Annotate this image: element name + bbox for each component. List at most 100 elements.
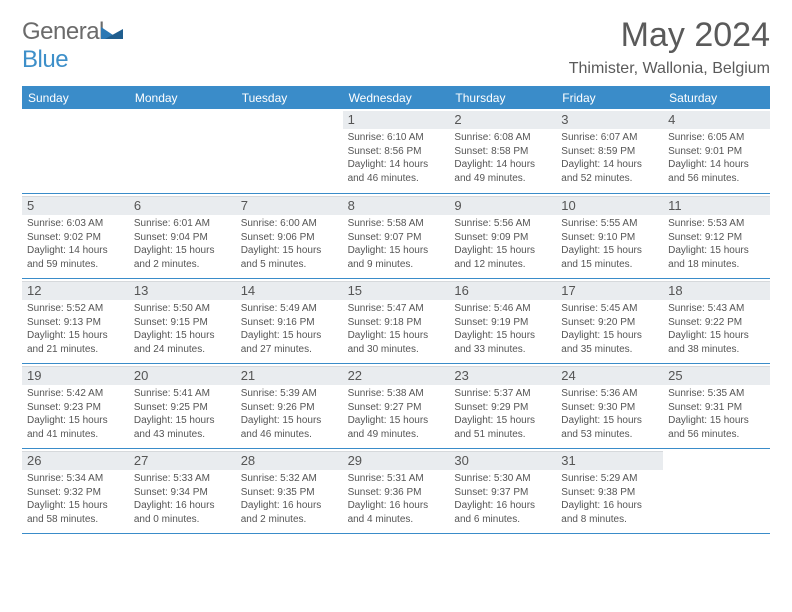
sunset-text: Sunset: 9:31 PM (668, 401, 765, 415)
day-number (22, 111, 129, 114)
calendar-day: 10Sunrise: 5:55 AMSunset: 9:10 PMDayligh… (556, 194, 663, 278)
daylight-text: Daylight: 15 hours and 9 minutes. (348, 244, 445, 271)
day-details: Sunrise: 6:01 AMSunset: 9:04 PMDaylight:… (134, 217, 231, 271)
sunrise-text: Sunrise: 5:33 AM (134, 472, 231, 486)
sunrise-text: Sunrise: 5:53 AM (668, 217, 765, 231)
daylight-text: Daylight: 15 hours and 58 minutes. (27, 499, 124, 526)
sunrise-text: Sunrise: 5:32 AM (241, 472, 338, 486)
sunset-text: Sunset: 9:25 PM (134, 401, 231, 415)
day-number: 30 (449, 451, 556, 470)
sunrise-text: Sunrise: 5:31 AM (348, 472, 445, 486)
day-details: Sunrise: 6:05 AMSunset: 9:01 PMDaylight:… (668, 131, 765, 185)
weekday-header: Saturday (663, 88, 770, 109)
calendar: Sunday Monday Tuesday Wednesday Thursday… (22, 86, 770, 534)
day-number: 28 (236, 451, 343, 470)
daylight-text: Daylight: 15 hours and 56 minutes. (668, 414, 765, 441)
calendar-week: 19 Sunrise: 5:42 AMSunset: 9:23 PMDayligh… (22, 364, 770, 449)
daylight-text: Daylight: 14 hours and 49 minutes. (454, 158, 551, 185)
sunset-text: Sunset: 9:09 PM (454, 231, 551, 245)
day-details: Sunrise: 5:58 AMSunset: 9:07 PMDaylight:… (348, 217, 445, 271)
sunset-text: Sunset: 8:59 PM (561, 145, 658, 159)
day-number: 3 (556, 111, 663, 129)
daylight-text: Daylight: 16 hours and 4 minutes. (348, 499, 445, 526)
sunrise-text: Sunrise: 5:47 AM (348, 302, 445, 316)
day-details: Sunrise: 5:32 AMSunset: 9:35 PMDaylight:… (241, 472, 338, 526)
day-number: 31 (556, 451, 663, 470)
calendar-day: 24 Sunrise: 5:36 AMSunset: 9:30 PMDayligh… (556, 364, 663, 448)
day-number: 6 (129, 196, 236, 215)
day-number: 19 (22, 366, 129, 385)
calendar-day: 18Sunrise: 5:43 AMSunset: 9:22 PMDayligh… (663, 279, 770, 363)
day-number: 2 (449, 111, 556, 129)
daylight-text: Daylight: 14 hours and 56 minutes. (668, 158, 765, 185)
daylight-text: Daylight: 15 hours and 27 minutes. (241, 329, 338, 356)
sunset-text: Sunset: 9:18 PM (348, 316, 445, 330)
day-details: Sunrise: 5:30 AMSunset: 9:37 PMDaylight:… (454, 472, 551, 526)
day-details: Sunrise: 5:33 AMSunset: 9:34 PMDaylight:… (134, 472, 231, 526)
day-number: 23 (449, 366, 556, 385)
calendar-day: 1 Sunrise: 6:10 AMSunset: 8:56 PMDaylight… (343, 109, 450, 193)
calendar-day: 14Sunrise: 5:49 AMSunset: 9:16 PMDayligh… (236, 279, 343, 363)
sunrise-text: Sunrise: 5:39 AM (241, 387, 338, 401)
day-number: 24 (556, 366, 663, 385)
day-details: Sunrise: 5:35 AMSunset: 9:31 PMDaylight:… (668, 387, 765, 441)
sunrise-text: Sunrise: 5:41 AM (134, 387, 231, 401)
calendar-day: 16Sunrise: 5:46 AMSunset: 9:19 PMDayligh… (449, 279, 556, 363)
sunset-text: Sunset: 9:34 PM (134, 486, 231, 500)
calendar-day: 23Sunrise: 5:37 AMSunset: 9:29 PMDayligh… (449, 364, 556, 448)
sunset-text: Sunset: 9:19 PM (454, 316, 551, 330)
calendar-day: 9Sunrise: 5:56 AMSunset: 9:09 PMDaylight… (449, 194, 556, 278)
day-number: 1 (343, 111, 450, 129)
sunset-text: Sunset: 9:30 PM (561, 401, 658, 415)
day-details: Sunrise: 5:42 AMSunset: 9:23 PMDaylight:… (27, 387, 124, 441)
sunset-text: Sunset: 9:37 PM (454, 486, 551, 500)
day-details: Sunrise: 6:10 AMSunset: 8:56 PMDaylight:… (348, 131, 445, 185)
day-number: 22 (343, 366, 450, 385)
logo-part1: General (22, 18, 104, 45)
calendar-day: 27Sunrise: 5:33 AMSunset: 9:34 PMDayligh… (129, 449, 236, 533)
daylight-text: Daylight: 15 hours and 12 minutes. (454, 244, 551, 271)
sunset-text: Sunset: 9:15 PM (134, 316, 231, 330)
calendar-day: 5Sunrise: 6:03 AMSunset: 9:02 PMDaylight… (22, 194, 129, 278)
calendar-day: 2Sunrise: 6:08 AMSunset: 8:58 PMDaylight… (449, 109, 556, 193)
day-details: Sunrise: 5:36 AMSunset: 9:30 PMDaylight:… (561, 387, 658, 441)
day-details: Sunrise: 5:41 AMSunset: 9:25 PMDaylight:… (134, 387, 231, 441)
day-number: 14 (236, 281, 343, 300)
day-number: 15 (343, 281, 450, 300)
day-details: Sunrise: 5:34 AMSunset: 9:32 PMDaylight:… (27, 472, 124, 526)
daylight-text: Daylight: 16 hours and 2 minutes. (241, 499, 338, 526)
weekday-header: Tuesday (236, 88, 343, 109)
calendar-day (663, 449, 770, 533)
logo: GeneralBlue (22, 18, 123, 74)
sunrise-text: Sunrise: 5:43 AM (668, 302, 765, 316)
day-details: Sunrise: 5:50 AMSunset: 9:15 PMDaylight:… (134, 302, 231, 356)
calendar-day: 11Sunrise: 5:53 AMSunset: 9:12 PMDayligh… (663, 194, 770, 278)
calendar-day: 26 Sunrise: 5:34 AMSunset: 9:32 PMDayligh… (22, 449, 129, 533)
weekday-header: Friday (556, 88, 663, 109)
daylight-text: Daylight: 15 hours and 30 minutes. (348, 329, 445, 356)
calendar-day: 12Sunrise: 5:52 AMSunset: 9:13 PMDayligh… (22, 279, 129, 363)
sunrise-text: Sunrise: 6:08 AM (454, 131, 551, 145)
sunset-text: Sunset: 9:07 PM (348, 231, 445, 245)
sunrise-text: Sunrise: 5:45 AM (561, 302, 658, 316)
day-number: 13 (129, 281, 236, 300)
calendar-day: 25Sunrise: 5:35 AMSunset: 9:31 PMDayligh… (663, 364, 770, 448)
daylight-text: Daylight: 15 hours and 43 minutes. (134, 414, 231, 441)
sunrise-text: Sunrise: 5:38 AM (348, 387, 445, 401)
day-details: Sunrise: 5:45 AMSunset: 9:20 PMDaylight:… (561, 302, 658, 356)
sunrise-text: Sunrise: 6:00 AM (241, 217, 338, 231)
weekday-header: Monday (129, 88, 236, 109)
daylight-text: Daylight: 15 hours and 38 minutes. (668, 329, 765, 356)
daylight-text: Daylight: 15 hours and 41 minutes. (27, 414, 124, 441)
day-number: 26 (22, 451, 129, 470)
calendar-week: 1 Sunrise: 6:10 AMSunset: 8:56 PMDaylight… (22, 109, 770, 194)
calendar-day: 3Sunrise: 6:07 AMSunset: 8:59 PMDaylight… (556, 109, 663, 193)
day-details: Sunrise: 5:53 AMSunset: 9:12 PMDaylight:… (668, 217, 765, 271)
logo-text: GeneralBlue (22, 18, 123, 74)
daylight-text: Daylight: 14 hours and 46 minutes. (348, 158, 445, 185)
day-details: Sunrise: 5:43 AMSunset: 9:22 PMDaylight:… (668, 302, 765, 356)
calendar-day: 28 Sunrise: 5:32 AMSunset: 9:35 PMDayligh… (236, 449, 343, 533)
day-details: Sunrise: 6:03 AMSunset: 9:02 PMDaylight:… (27, 217, 124, 271)
sunset-text: Sunset: 9:29 PM (454, 401, 551, 415)
calendar-day (22, 109, 129, 193)
